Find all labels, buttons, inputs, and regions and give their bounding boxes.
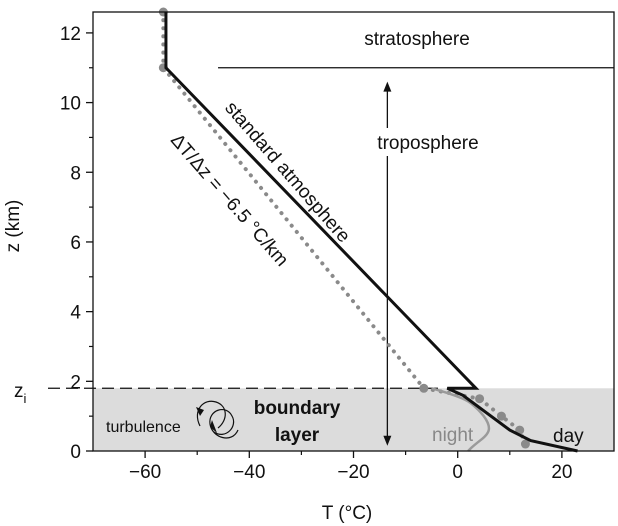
night-profile-line [431,387,491,452]
day-label: day [553,426,584,447]
zi-label: zi [14,381,27,406]
day-profile-line [164,12,578,453]
plot-area [158,7,578,453]
standard-atmosphere-point [475,394,485,404]
y-tick-label: 10 [60,94,81,115]
arrowhead-up-icon [383,81,392,92]
x-axis-label: T (°C) [322,503,373,524]
y-tick-label: 2 [70,372,81,393]
x-tick-label: 20 [551,462,572,483]
standard-atmosphere-point [496,411,506,421]
boundary-layer-label-line2: layer [275,425,320,446]
stratosphere-label: stratosphere [364,29,470,50]
y-tick-label: 12 [60,24,81,45]
standard-atmosphere-point [419,383,429,393]
turbulence-label: turbulence [106,419,181,436]
y-axis-label: z (km) [3,200,24,253]
y-tick-label: 0 [70,442,81,463]
x-tick-label: −60 [129,462,161,483]
x-tick-label: 0 [452,462,463,483]
troposphere-label-front: troposphere [377,133,478,154]
y-tick-label: 6 [70,233,81,254]
troposphere-label-backdrop [362,128,494,156]
boundary-layer-label-line1: boundary [254,398,341,419]
axes: −60 −40 −20 0 20 0 2 4 6 8 10 12 [60,24,573,483]
arrowhead-down-icon [383,435,392,446]
turbulence-swirl-icon [196,400,239,439]
x-tick-label: −40 [233,462,265,483]
x-tick-label: −20 [337,462,369,483]
night-label: night [432,425,474,446]
y-tick-label: 8 [70,163,81,184]
y-tick-label: 4 [70,303,81,324]
standard-atmosphere-point [520,439,530,449]
